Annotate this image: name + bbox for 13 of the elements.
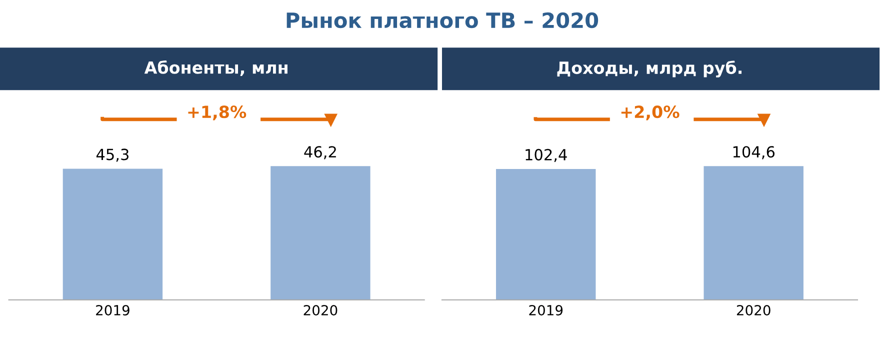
x-tick-label: 2020	[304, 304, 338, 316]
text: Рынок платного ТВ – 2020	[286, 12, 598, 28]
text: +1,8%	[188, 106, 246, 120]
data-label: 104,6	[733, 146, 775, 160]
x-tick-label: 2019	[96, 304, 130, 316]
x-tick-label: 2019	[529, 304, 563, 316]
chart-title: Абоненты, млн	[144, 60, 288, 76]
chart-title: Доходы, млрд руб.	[557, 60, 742, 78]
text: +2,0%	[621, 106, 680, 120]
data-label: 46,2	[304, 146, 336, 160]
data-label: 102,4	[526, 148, 567, 162]
x-tick-label: 2020	[736, 304, 770, 316]
data-label: 45,3	[96, 148, 128, 162]
